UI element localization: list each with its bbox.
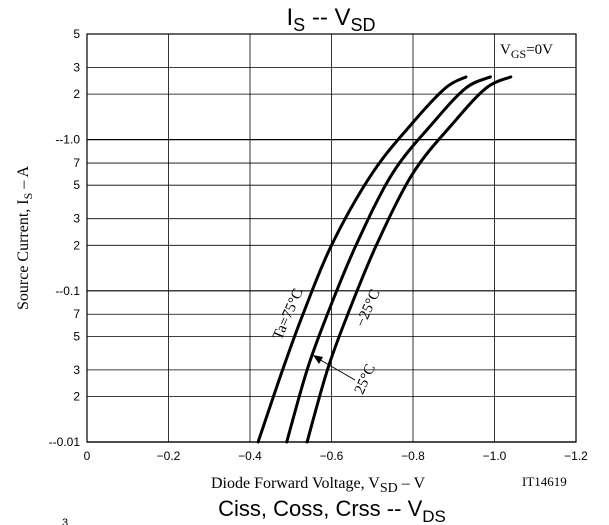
- series-curves: [256, 75, 513, 444]
- y-tick-label: 5: [73, 27, 80, 41]
- x-tick-label: 0: [84, 449, 91, 463]
- next-chart-cut-tick: 3: [62, 517, 68, 525]
- series-label-25: 25°C: [352, 362, 379, 397]
- y-tick-label: --0.01: [49, 435, 81, 449]
- chart-title: IS -- VSD: [286, 4, 375, 35]
- y-axis-label: Source Current, IS – A: [15, 166, 35, 310]
- y-tick-label: --1.0: [55, 133, 80, 147]
- x-tick-labels: 0 −0.2 −0.4 −0.6 −0.8 −1.0 −1.2: [84, 449, 589, 463]
- x-tick-label: −0.8: [401, 449, 425, 463]
- y-tick-label: 7: [73, 307, 80, 321]
- y-tick-label: --0.1: [55, 284, 80, 298]
- y-tick-label: 3: [73, 212, 80, 226]
- series-curve-2: [305, 75, 513, 444]
- y-tick-label: 7: [73, 156, 80, 170]
- y-tick-label: 2: [73, 238, 80, 252]
- y-tick-labels: 5 3 2 --1.0 7 5 3 2 --0.1 7 5 3 2 --0.01: [49, 27, 81, 449]
- x-tick-label: −1.0: [483, 449, 507, 463]
- y-tick-label: 2: [73, 87, 80, 101]
- label-25-arrow-line: [316, 357, 356, 381]
- x-tick-label: −0.4: [238, 449, 262, 463]
- y-tick-label: 5: [73, 178, 80, 192]
- x-axis-label: Diode Forward Voltage, VSD – V: [211, 475, 425, 496]
- y-tick-label: 2: [73, 389, 80, 403]
- x-tick-label: −1.2: [564, 449, 588, 463]
- figure-id: IT14619: [522, 474, 567, 489]
- x-tick-label: −0.6: [320, 449, 344, 463]
- grid-lines: [86, 33, 577, 443]
- label-25-arrowhead: [313, 355, 323, 364]
- y-tick-label: 5: [73, 329, 80, 343]
- next-chart-title: Ciss, Coss, Crss -- VDS: [218, 496, 446, 525]
- series-curve-1: [285, 75, 492, 444]
- x-tick-label: −0.2: [157, 449, 181, 463]
- y-tick-label: 3: [73, 61, 80, 75]
- series-curve-0: [256, 75, 468, 444]
- y-tick-label: 3: [73, 363, 80, 377]
- vgs-annotation: VGS=0V: [500, 42, 553, 61]
